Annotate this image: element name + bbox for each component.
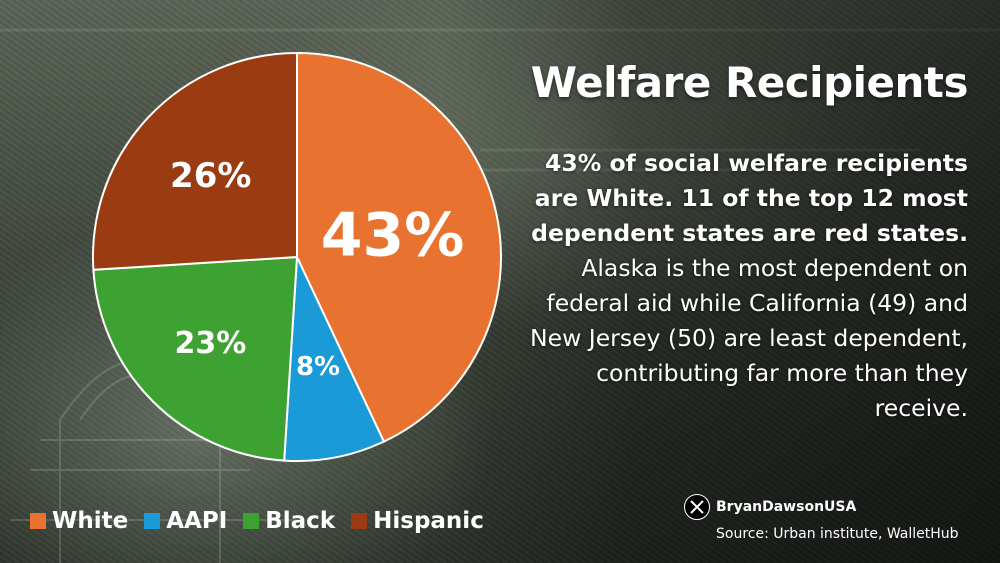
social-handle: BryanDawsonUSA bbox=[684, 494, 856, 520]
pie-chart: 43% 8% 23% 26% bbox=[92, 51, 502, 462]
pie-slice-black bbox=[92, 255, 299, 462]
page-title: Welfare Recipients bbox=[530, 58, 969, 107]
legend-swatch bbox=[243, 513, 260, 529]
legend-label: Black bbox=[265, 508, 336, 534]
pie-label-aapi: 8% bbox=[296, 352, 340, 382]
legend-label: White bbox=[52, 508, 129, 534]
legend-swatch bbox=[30, 513, 46, 529]
description-text: 43% of social welfare recipients are Whi… bbox=[528, 146, 968, 426]
source-text: Source: Urban institute, WalletHub bbox=[716, 526, 959, 542]
legend-label: Hispanic bbox=[373, 508, 484, 534]
pie-label-white: 43% bbox=[321, 201, 465, 271]
legend-swatch bbox=[351, 513, 368, 529]
legend-item-hispanic: Hispanic bbox=[351, 508, 484, 534]
legend-item-black: Black bbox=[243, 508, 335, 534]
chart-legend: White AAPI Black Hispanic bbox=[30, 508, 500, 534]
handle-text: BryanDawsonUSA bbox=[716, 499, 857, 515]
pie-slice-aapi bbox=[283, 256, 386, 462]
legend-item-white: White bbox=[30, 508, 128, 534]
x-logo-icon bbox=[684, 494, 710, 520]
pie-label-hispanic: 26% bbox=[170, 156, 251, 196]
background-shade bbox=[440, 0, 1000, 563]
pie-label-black: 23% bbox=[175, 326, 247, 361]
legend-label: AAPI bbox=[166, 508, 228, 534]
legend-item-aapi: AAPI bbox=[144, 508, 227, 534]
pie-slice-hispanic bbox=[92, 51, 298, 271]
legend-swatch bbox=[144, 513, 161, 529]
description-regular: Alaska is the most dependent on federal … bbox=[530, 254, 968, 422]
description-bold: 43% of social welfare recipients are Whi… bbox=[531, 149, 968, 247]
pie-slice-white bbox=[296, 51, 502, 443]
